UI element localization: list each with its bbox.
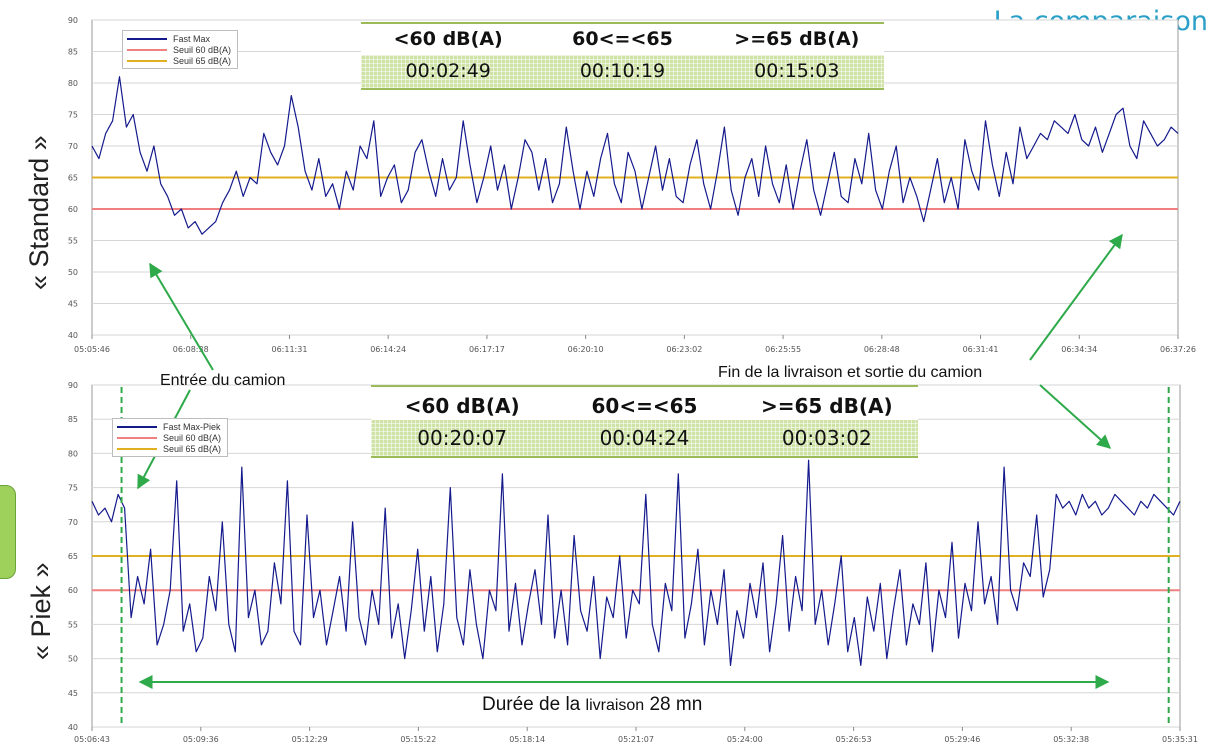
- x-tick-label: 06:14:24: [370, 345, 406, 354]
- x-tick-label: 05:15:22: [400, 735, 436, 744]
- y-tick-label: 40: [68, 331, 78, 340]
- x-tick-label: 06:28:48: [864, 345, 900, 354]
- header-60-to-65: 60<=<65: [591, 394, 698, 418]
- fin-livraison-label: Fin de la livraison et sortie du camion: [718, 364, 983, 381]
- legend-item-seuil-60: Seuil 60 dB(A): [117, 432, 221, 443]
- x-tick-label: 05:32:38: [1053, 735, 1089, 744]
- legend-swatch-series: [127, 37, 167, 40]
- legend-label: Seuil 60 dB(A): [173, 44, 232, 55]
- header-above-65: >=65 dB(A): [761, 394, 893, 418]
- legend-label: Fast Max: [173, 33, 211, 44]
- value-below-60: 00:20:07: [417, 426, 508, 450]
- legend-item-seuil-60: Seuil 60 dB(A): [127, 44, 231, 55]
- x-tick-label: 06:34:34: [1061, 345, 1097, 354]
- x-tick-label: 05:09:36: [183, 735, 219, 744]
- standard-duration-table: <60 dB(A) 60<=<65 >=65 dB(A) 00:02:49 00…: [361, 22, 884, 90]
- y-tick-label: 65: [68, 552, 78, 561]
- header-above-65: >=65 dB(A): [734, 28, 860, 50]
- y-tick-label: 75: [68, 111, 78, 120]
- x-tick-label: 06:25:55: [765, 345, 801, 354]
- slide-tab-decoration: [0, 485, 16, 579]
- legend-label: Seuil 65 dB(A): [163, 443, 222, 454]
- y-tick-label: 85: [68, 415, 78, 424]
- y-tick-label: 60: [68, 205, 78, 214]
- entree-arrow-top: [149, 262, 214, 371]
- y-tick-label: 80: [68, 79, 78, 88]
- x-tick-label: 05:24:00: [727, 735, 763, 744]
- legend-swatch-seuil-60: [127, 48, 167, 51]
- legend-label: Fast Max-Piek: [163, 421, 221, 432]
- y-tick-label: 60: [68, 586, 78, 595]
- y-tick-label: 55: [68, 237, 78, 246]
- x-tick-label: 06:20:10: [568, 345, 604, 354]
- x-tick-label: 05:06:43: [74, 735, 110, 744]
- y-tick-label: 50: [68, 268, 78, 277]
- header-60-to-65: 60<=<65: [572, 28, 673, 50]
- x-tick-label: 06:11:31: [271, 345, 307, 354]
- header-below-60: <60 dB(A): [404, 394, 520, 418]
- y-tick-label: 80: [68, 449, 78, 458]
- table-header-row: <60 dB(A) 60<=<65 >=65 dB(A): [371, 387, 918, 420]
- fin-arrow-bottom: [1039, 384, 1112, 449]
- x-tick-label: 05:29:46: [944, 735, 980, 744]
- x-tick-label: 05:05:46: [74, 345, 110, 354]
- y-tick-label: 90: [68, 381, 78, 390]
- legend-swatch-seuil-60: [117, 436, 157, 439]
- legend-item-seuil-65: Seuil 65 dB(A): [127, 55, 231, 66]
- x-tick-label: 06:31:41: [963, 345, 999, 354]
- y-tick-label: 70: [68, 142, 78, 151]
- header-below-60: <60 dB(A): [393, 28, 503, 50]
- y-tick-label: 55: [68, 620, 78, 629]
- duree-livraison-label: Durée de la livraison 28 mn: [482, 694, 702, 716]
- value-above-65: 00:03:02: [781, 426, 872, 450]
- y-tick-label: 50: [68, 655, 78, 664]
- y-tick-label: 40: [68, 723, 78, 732]
- x-tick-label: 05:18:14: [509, 735, 545, 744]
- y-tick-label: 70: [68, 518, 78, 527]
- piek-duration-table: <60 dB(A) 60<=<65 >=65 dB(A) 00:20:07 00…: [371, 385, 918, 458]
- table-header-row: <60 dB(A) 60<=<65 >=65 dB(A): [361, 24, 884, 55]
- y-tick-label: 90: [68, 16, 78, 25]
- value-above-65: 00:15:03: [754, 60, 840, 82]
- table-value-row: 00:02:49 00:10:19 00:15:03: [361, 55, 884, 88]
- series-line: [91, 459, 1181, 666]
- duree-prefix: Durée de la: [482, 694, 586, 715]
- piek-legend: Fast Max-Piek Seuil 60 dB(A) Seuil 65 dB…: [112, 418, 229, 457]
- legend-label: Seuil 60 dB(A): [163, 432, 222, 443]
- x-tick-label: 06:17:17: [469, 345, 505, 354]
- table-value-row: 00:20:07 00:04:24 00:03:02: [371, 420, 918, 456]
- duree-small-word: livraison: [585, 697, 645, 714]
- y-tick-label: 85: [68, 48, 78, 57]
- x-tick-label: 06:37:26: [1160, 345, 1196, 354]
- entree-du-camion-label: Entrée du camion: [160, 372, 286, 389]
- series-line: [91, 76, 1179, 235]
- legend-swatch-seuil-65: [127, 59, 167, 62]
- x-tick-label: 05:12:29: [292, 735, 328, 744]
- y-tick-label: 65: [68, 174, 78, 183]
- duree-suffix: 28 mn: [644, 694, 703, 715]
- fin-arrow-top: [1029, 233, 1123, 361]
- legend-label: Seuil 65 dB(A): [173, 55, 232, 66]
- x-tick-label: 05:21:07: [618, 735, 654, 744]
- value-60-to-65: 00:10:19: [579, 60, 666, 82]
- legend-item-fast-max-piek: Fast Max-Piek: [117, 421, 221, 432]
- x-tick-label: 06:23:02: [666, 345, 702, 354]
- legend-item-seuil-65: Seuil 65 dB(A): [117, 443, 221, 454]
- legend-swatch-seuil-65: [117, 447, 157, 450]
- y-tick-label: 45: [68, 300, 78, 309]
- x-tick-label: 05:26:53: [836, 735, 872, 744]
- value-below-60: 00:02:49: [405, 60, 491, 82]
- standard-legend: Fast Max Seuil 60 dB(A) Seuil 65 dB(A): [122, 30, 239, 69]
- legend-item-fast-max: Fast Max: [127, 33, 231, 44]
- value-60-to-65: 00:04:24: [599, 426, 690, 450]
- y-tick-label: 45: [68, 689, 78, 698]
- x-tick-label: 05:35:31: [1162, 735, 1198, 744]
- x-tick-label: 06:08:38: [173, 345, 209, 354]
- y-tick-label: 75: [68, 484, 78, 493]
- legend-swatch-series: [117, 425, 157, 428]
